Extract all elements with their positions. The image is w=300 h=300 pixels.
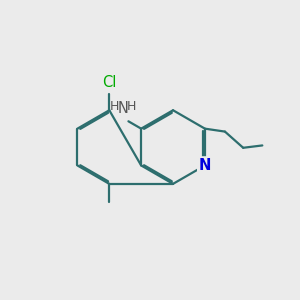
Text: N: N [117, 101, 128, 116]
Text: N: N [199, 158, 211, 173]
Text: H: H [110, 100, 119, 113]
Text: H: H [126, 100, 136, 113]
Text: Cl: Cl [102, 75, 116, 90]
